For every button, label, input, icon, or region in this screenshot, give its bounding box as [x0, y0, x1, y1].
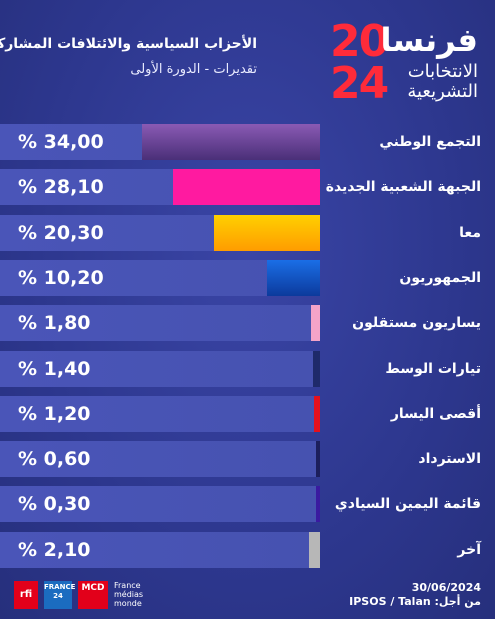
bar-value-label: % 1,20: [18, 403, 91, 425]
bar-fill: [172, 169, 320, 205]
rfi-logo: rfi: [14, 581, 38, 609]
bar-row: % 2,10 آخر: [0, 532, 495, 568]
bar-fill: [316, 441, 320, 477]
bar-row: % 1,40 تيارات الوسط: [0, 351, 495, 387]
bar-fill: [309, 532, 320, 568]
chart-title: الأحزاب السياسية والائتلافات المشاركة: [0, 36, 257, 52]
logo-line2: التشريعية: [407, 81, 478, 102]
bar-track: [0, 396, 320, 432]
bar-value-label: % 10,20: [18, 267, 104, 289]
bar-value-label: % 0,60: [18, 448, 91, 470]
fmm-logo: France médias monde: [114, 581, 144, 608]
bar-row: % 0,30 قائمة اليمين السيادي: [0, 486, 495, 522]
bar-value-label: % 1,80: [18, 312, 91, 334]
bar-row: % 1,20 أقصى اليسار: [0, 396, 495, 432]
bar-row: % 1,80 يساريون مستقلون: [0, 305, 495, 341]
logo-year-bottom: 24: [330, 58, 389, 109]
bar-track: [0, 441, 320, 477]
footer-date: 30/06/2024: [411, 581, 481, 594]
logo-year-top: 20: [330, 16, 389, 67]
bar-fill: [316, 486, 320, 522]
bar-row: % 10,20 الجمهوريون: [0, 260, 495, 296]
bar-value-label: % 0,30: [18, 493, 91, 515]
footer-source: من أجل: IPSOS / Talan: [349, 595, 481, 608]
bar-track: [0, 351, 320, 387]
bar-track: [0, 486, 320, 522]
mcd-logo: MCD: [78, 581, 108, 609]
bar-value-label: % 2,10: [18, 539, 91, 561]
bar-fill: [310, 305, 320, 341]
bar-category-label: الجمهوريون: [399, 270, 481, 286]
bar-category-label: يساريون مستقلون: [352, 315, 481, 331]
bar-row: % 20,30 معا: [0, 215, 495, 251]
bar-track: [0, 532, 320, 568]
bar-value-label: % 20,30: [18, 222, 104, 244]
bar-track: [0, 305, 320, 341]
bar-category-label: تيارات الوسط: [385, 361, 481, 377]
bar-row: % 28,10 الجبهة الشعبية الجديدة: [0, 169, 495, 205]
bar-value-label: % 1,40: [18, 358, 91, 380]
bar-category-label: التجمع الوطني: [379, 134, 481, 150]
chart-subtitle: تقديرات - الدورة الأولى: [130, 62, 257, 77]
bar-value-label: % 34,00: [18, 131, 104, 153]
bar-fill: [313, 396, 320, 432]
bar-fill: [142, 124, 320, 160]
bar-category-label: قائمة اليمين السيادي: [334, 496, 481, 512]
france24-logo: FRANCE 24: [44, 581, 75, 609]
bar-fill: [266, 260, 320, 296]
bar-category-label: أقصى اليسار: [390, 406, 481, 422]
bar-value-label: % 28,10: [18, 176, 104, 198]
bar-category-label: معا: [459, 225, 481, 241]
election-logo: 20 24 فرنسا الانتخابات التشريعية: [330, 18, 480, 108]
bar-fill: [213, 215, 320, 251]
bar-category-label: الجبهة الشعبية الجديدة: [325, 179, 481, 195]
bar-row: % 0,60 الاسترداد: [0, 441, 495, 477]
bar-fill: [312, 351, 320, 387]
bar-row: % 34,00 التجمع الوطني: [0, 124, 495, 160]
bar-category-label: الاسترداد: [418, 451, 481, 467]
logo-country: فرنسا: [380, 21, 478, 59]
logo-line1: الانتخابات: [407, 61, 478, 82]
bar-category-label: آخر: [457, 542, 481, 558]
